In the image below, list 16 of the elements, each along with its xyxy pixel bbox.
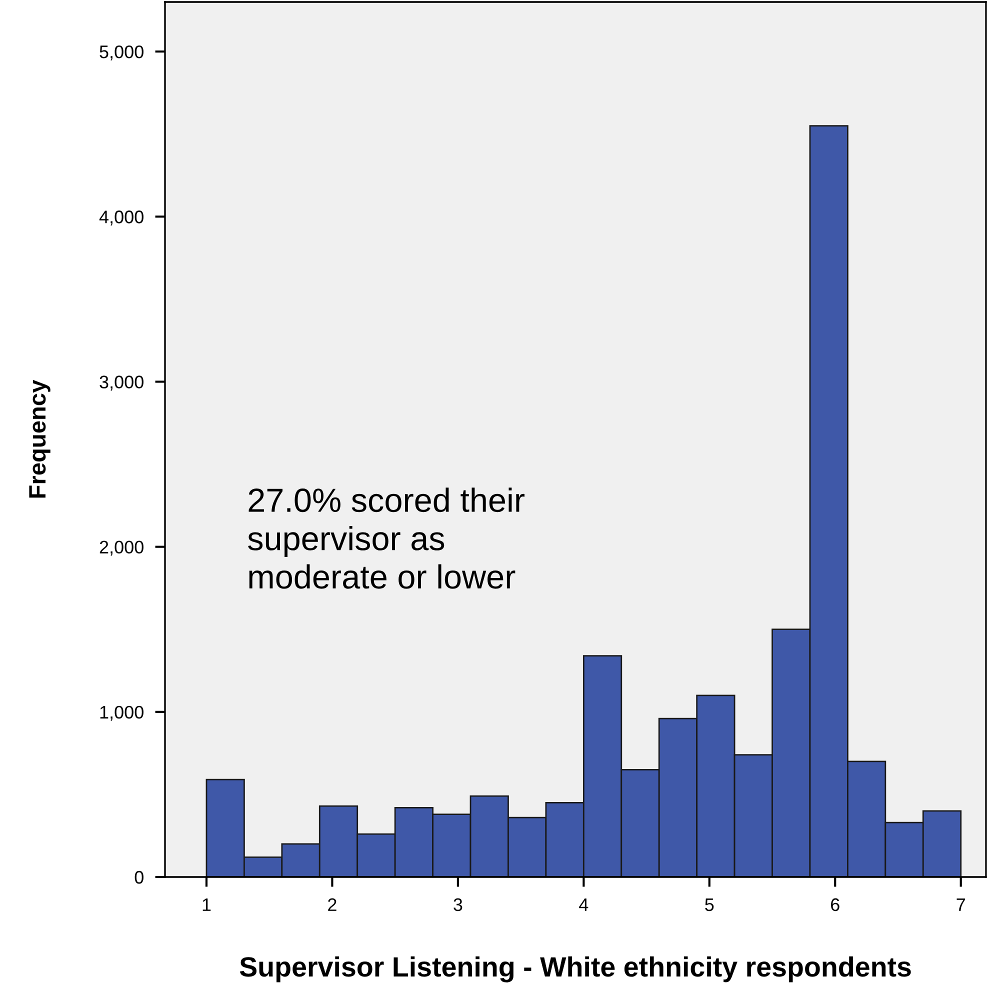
x-tick-label: 1: [202, 898, 211, 911]
y-tick-label: 0: [134, 870, 144, 884]
y-tick-label: 3,000: [100, 376, 144, 391]
annotation: 27.0% scored their supervisor as moderate or lower: [248, 488, 524, 589]
y-tick-label: 4,000: [99, 210, 144, 226]
x-tick-label: 3: [454, 898, 462, 912]
y-tick-label: 1,000: [100, 706, 144, 721]
x-tick-label: 5: [705, 898, 714, 912]
x-tick-label: 4: [579, 898, 588, 911]
x-tick-label: 2: [328, 898, 336, 911]
x-tick-label: 6: [831, 898, 840, 912]
y-axis-title: Frequency: [29, 380, 50, 498]
x-axis-title: Supervisor Listening - White ethnicity respondents: [240, 956, 911, 982]
y-tick-label: 5,000: [100, 45, 144, 60]
y-tick-label: 2,000: [100, 540, 144, 556]
x-tick-label: 7: [956, 898, 965, 911]
